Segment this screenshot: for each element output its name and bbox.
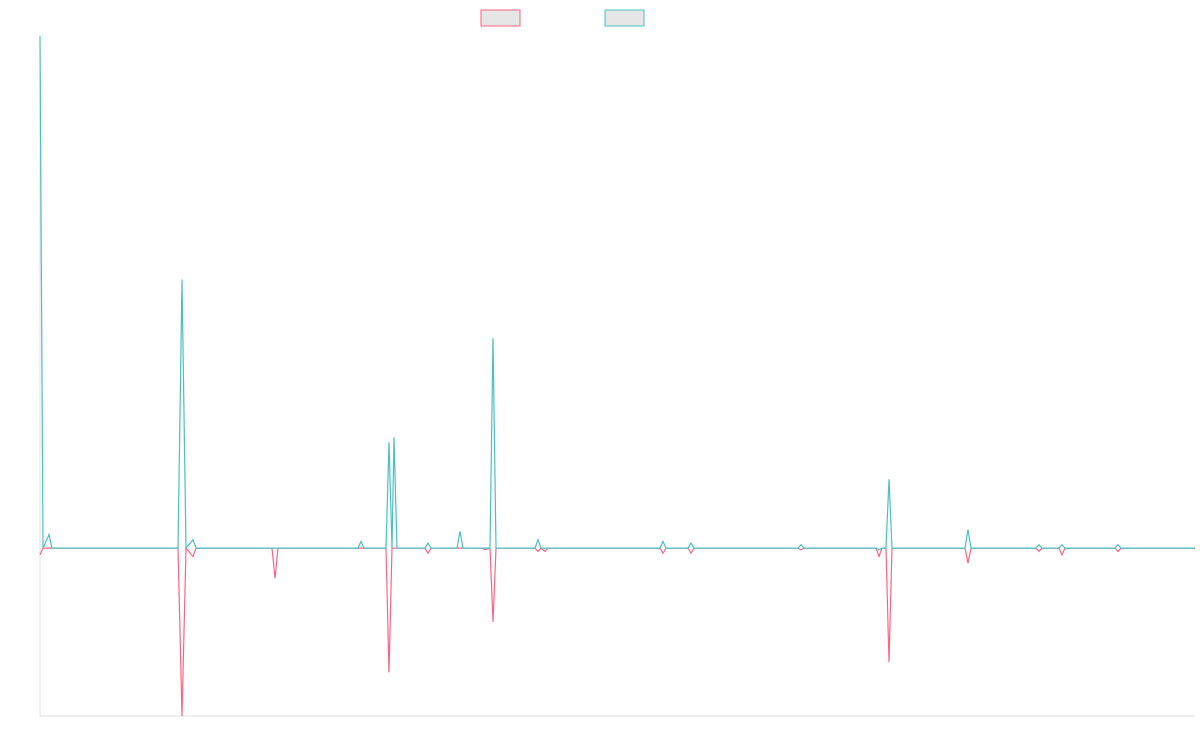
line-series bbox=[39, 35, 1195, 551]
legend-swatch bbox=[604, 9, 645, 27]
legend-swatch bbox=[480, 9, 521, 27]
line-series bbox=[39, 546, 1195, 717]
